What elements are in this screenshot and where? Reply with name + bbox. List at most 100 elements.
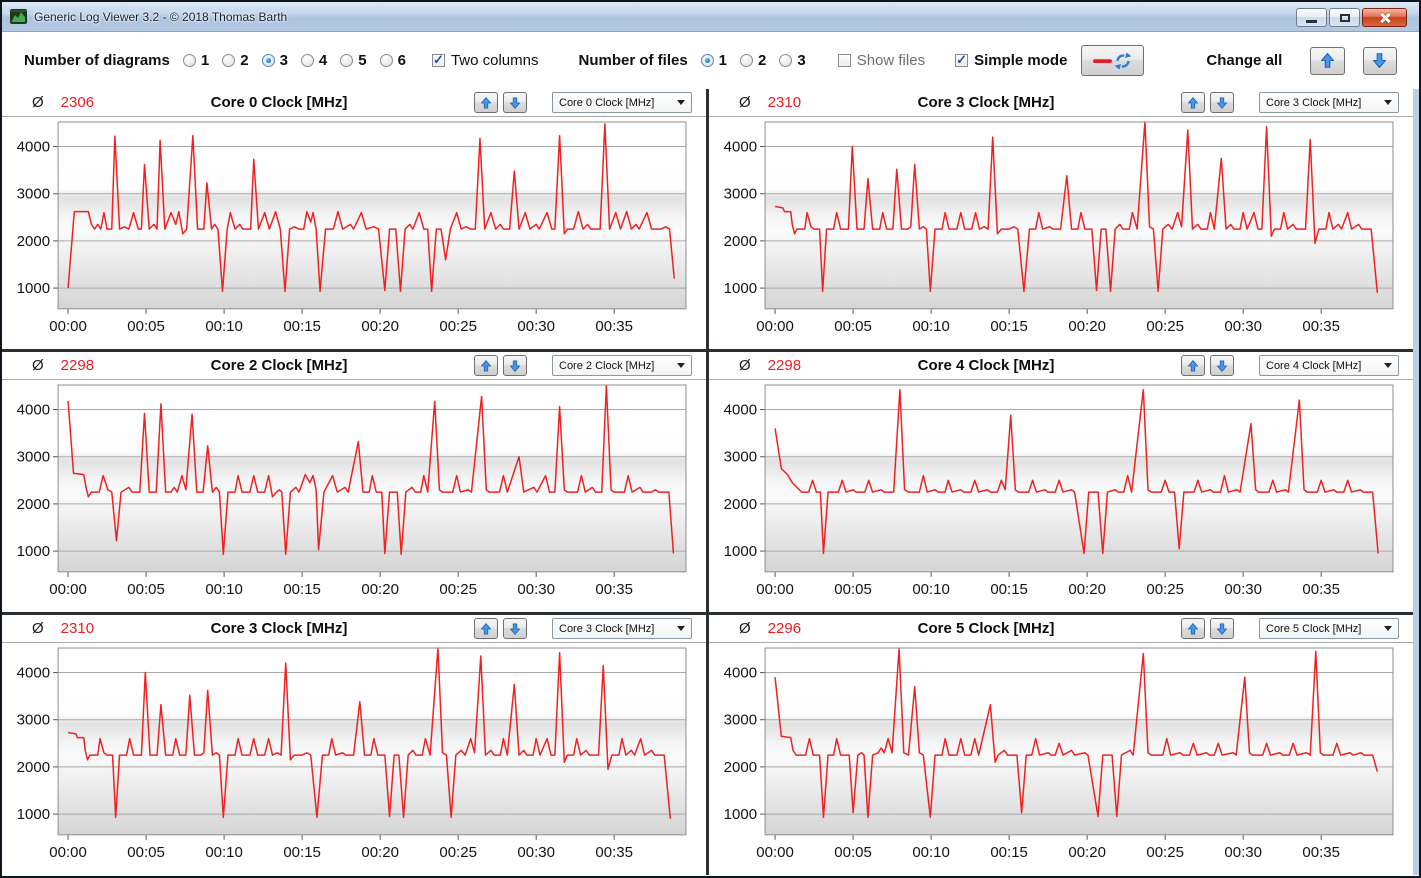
svg-text:00:35: 00:35	[1302, 844, 1340, 861]
simple-mode-checkbox[interactable]: Simple mode	[955, 52, 1067, 69]
average-symbol: Ø	[739, 94, 751, 111]
svg-text:00:10: 00:10	[205, 844, 243, 861]
minimize-icon	[1306, 19, 1317, 23]
svg-text:1000: 1000	[724, 543, 757, 560]
average-value: 2298	[60, 357, 95, 374]
diagrams-radio-3[interactable]: 3	[261, 52, 288, 69]
svg-text:00:00: 00:00	[756, 581, 794, 598]
chevron-down-icon	[677, 626, 685, 631]
line-chart[interactable]: 1000 2000 3000 4000 00:00 00:05 00:10 00:15 00:2…	[2, 643, 706, 875]
signal-select[interactable]: Core 2 Clock [MHz]	[552, 355, 692, 376]
move-signal-up-button[interactable]	[474, 618, 498, 639]
line-chart[interactable]: 1000 2000 3000 4000 00:00 00:05 00:10 00:15 00:2…	[709, 117, 1413, 349]
diagrams-radio-5[interactable]: 5	[340, 52, 367, 69]
line-chart[interactable]: 1000 2000 3000 4000 00:00 00:05 00:10 00:15 00:2…	[2, 117, 706, 349]
signal-select[interactable]: Core 5 Clock [MHz]	[1259, 618, 1399, 639]
move-signal-up-button[interactable]	[1181, 92, 1205, 113]
svg-text:1000: 1000	[17, 543, 50, 560]
svg-text:00:20: 00:20	[1068, 581, 1106, 598]
panel-header: Ø 2298 Core 4 Clock [MHz] Core 4 Clock […	[709, 352, 1413, 380]
svg-text:3000: 3000	[17, 712, 50, 729]
line-chart[interactable]: 1000 2000 3000 4000 00:00 00:05 00:10 00:15 00:2…	[2, 380, 706, 612]
diagram-panel: Ø 2306 Core 0 Clock [MHz] Core 0 Clock […	[2, 89, 706, 349]
average-value: 2310	[60, 620, 95, 637]
svg-text:00:00: 00:00	[756, 844, 794, 861]
maximize-icon	[1339, 13, 1350, 22]
maximize-button[interactable]	[1329, 8, 1360, 27]
radio-label: 3	[797, 52, 806, 69]
arrow-up-icon	[481, 96, 491, 109]
titlebar[interactable]: Generic Log Viewer 3.2 - © 2018 Thomas B…	[2, 2, 1419, 32]
close-button[interactable]	[1362, 8, 1407, 27]
diagram-grid: Ø 2306 Core 0 Clock [MHz] Core 0 Clock […	[2, 89, 1419, 875]
line-chart[interactable]: 1000 2000 3000 4000 00:00 00:05 00:10 00:15 00:2…	[709, 380, 1413, 612]
move-signal-down-button[interactable]	[1210, 618, 1234, 639]
move-signal-up-button[interactable]	[1181, 618, 1205, 639]
panel-header: Ø 2298 Core 2 Clock [MHz] Core 2 Clock […	[2, 352, 706, 380]
move-signal-down-button[interactable]	[503, 618, 527, 639]
diagrams-radio-4[interactable]: 4	[300, 52, 327, 69]
move-signal-up-button[interactable]	[1181, 355, 1205, 376]
arrow-up-icon	[1188, 359, 1198, 372]
change-all-down-button[interactable]	[1362, 46, 1397, 75]
signal-select[interactable]: Core 3 Clock [MHz]	[1259, 92, 1399, 113]
average-symbol: Ø	[32, 620, 44, 637]
diagrams-radio-2[interactable]: 2	[222, 52, 249, 69]
svg-text:4000: 4000	[724, 139, 757, 156]
svg-text:00:05: 00:05	[834, 844, 872, 861]
panel-header: Ø 2310 Core 3 Clock [MHz] Core 3 Clock […	[709, 89, 1413, 117]
window-title: Generic Log Viewer 3.2 - © 2018 Thomas B…	[34, 9, 288, 24]
toolbar: Number of diagrams 1 2 3 4 5 6 Two colum…	[2, 32, 1419, 89]
signal-select[interactable]: Core 0 Clock [MHz]	[552, 92, 692, 113]
show-files-checkbox[interactable]: Show files	[837, 52, 925, 69]
files-radio-2[interactable]: 2	[740, 52, 766, 69]
panel-title: Core 0 Clock [MHz]	[210, 94, 348, 111]
files-radio-1[interactable]: 1	[700, 52, 727, 69]
move-signal-down-button[interactable]	[503, 92, 527, 113]
minimize-button[interactable]	[1296, 8, 1327, 27]
move-signal-down-button[interactable]	[503, 355, 527, 376]
svg-text:00:00: 00:00	[756, 318, 794, 335]
two-columns-checkbox[interactable]: Two columns	[431, 52, 538, 69]
checkbox-icon	[431, 54, 445, 67]
svg-text:00:05: 00:05	[834, 581, 872, 598]
diagrams-radio-1[interactable]: 1	[182, 52, 209, 69]
svg-text:4000: 4000	[724, 665, 757, 682]
svg-text:00:10: 00:10	[912, 844, 950, 861]
files-label: Number of files	[578, 52, 688, 69]
svg-text:00:15: 00:15	[283, 844, 321, 861]
svg-text:00:35: 00:35	[1302, 318, 1340, 335]
refresh-button[interactable]	[1081, 45, 1145, 76]
svg-text:3000: 3000	[724, 186, 757, 203]
signal-select-value: Core 0 Clock [MHz]	[559, 96, 655, 109]
move-signal-down-button[interactable]	[1210, 92, 1234, 113]
diagram-panel: Ø 2310 Core 3 Clock [MHz] Core 3 Clock […	[709, 89, 1413, 349]
svg-text:00:25: 00:25	[439, 581, 477, 598]
svg-text:00:20: 00:20	[1068, 844, 1106, 861]
signal-select-value: Core 3 Clock [MHz]	[559, 622, 655, 635]
diagrams-radio-6[interactable]: 6	[379, 52, 406, 69]
svg-text:2000: 2000	[724, 233, 757, 250]
change-all-label: Change all	[1206, 52, 1283, 69]
move-signal-down-button[interactable]	[1210, 355, 1234, 376]
signal-select[interactable]: Core 3 Clock [MHz]	[552, 618, 692, 639]
line-chart[interactable]: 1000 2000 3000 4000 00:00 00:05 00:10 00:15 00:2…	[709, 643, 1413, 875]
svg-text:00:30: 00:30	[1224, 844, 1262, 861]
move-signal-up-button[interactable]	[474, 355, 498, 376]
move-signal-up-button[interactable]	[474, 92, 498, 113]
svg-text:00:15: 00:15	[283, 318, 321, 335]
svg-text:3000: 3000	[17, 186, 50, 203]
svg-text:00:35: 00:35	[595, 844, 633, 861]
svg-text:00:25: 00:25	[439, 318, 477, 335]
svg-text:3000: 3000	[724, 449, 757, 466]
change-all-up-button[interactable]	[1310, 46, 1345, 75]
signal-select-value: Core 2 Clock [MHz]	[559, 359, 655, 372]
radio-icon	[222, 54, 236, 67]
files-radio-3[interactable]: 3	[779, 52, 806, 69]
signal-select[interactable]: Core 4 Clock [MHz]	[1259, 355, 1399, 376]
svg-text:00:35: 00:35	[595, 318, 633, 335]
svg-text:00:15: 00:15	[990, 844, 1028, 861]
checkbox-label: Simple mode	[974, 52, 1068, 69]
checkbox-icon	[837, 54, 851, 67]
radio-icon	[182, 54, 196, 67]
